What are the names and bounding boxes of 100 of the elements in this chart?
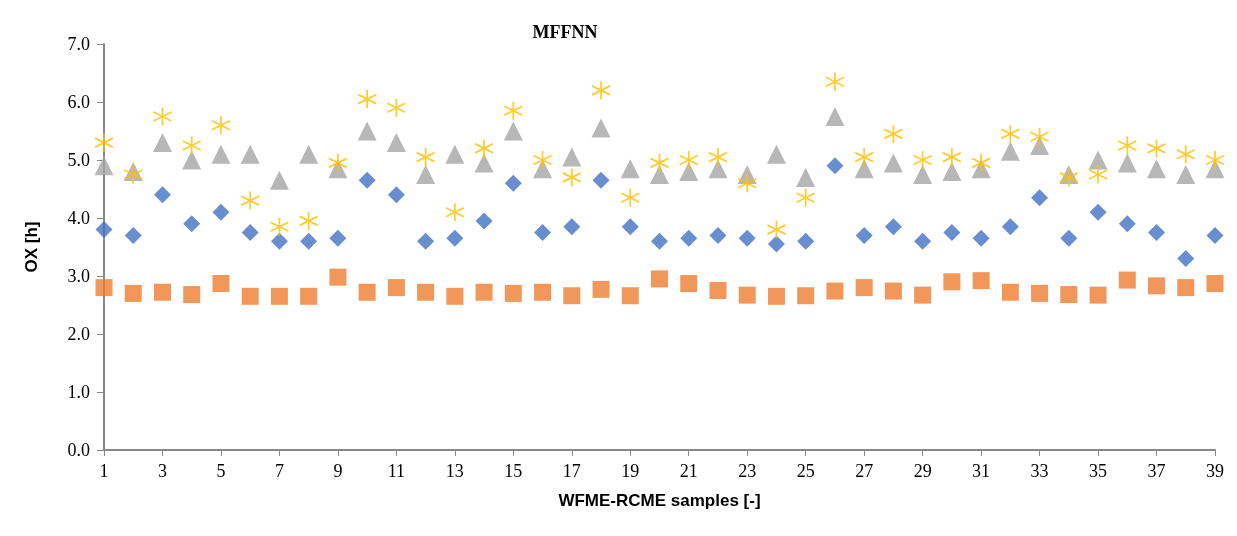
- x-tick-label: 37: [1147, 461, 1166, 481]
- point: [1146, 138, 1167, 159]
- point: [709, 282, 727, 299]
- point: [621, 218, 639, 236]
- y-tick-label: 0.0: [67, 440, 90, 460]
- x-tick-label: 35: [1089, 461, 1108, 481]
- point: [737, 173, 758, 194]
- point: [943, 224, 961, 241]
- point: [883, 124, 904, 144]
- point: [678, 150, 699, 170]
- point: [446, 287, 464, 305]
- point: [94, 156, 114, 176]
- x-tick-label: 29: [913, 461, 932, 481]
- point: [1060, 286, 1078, 304]
- point: [474, 153, 494, 173]
- point: [1118, 215, 1136, 233]
- point: [269, 216, 290, 237]
- point: [971, 153, 992, 173]
- point: [387, 186, 405, 204]
- point: [1089, 286, 1107, 304]
- point: [124, 284, 142, 302]
- x-tick-label: 17: [562, 461, 581, 481]
- point: [182, 150, 202, 170]
- point: [914, 232, 932, 250]
- point: [533, 159, 553, 179]
- point: [95, 279, 113, 297]
- point: [1205, 150, 1225, 170]
- point: [357, 121, 377, 141]
- point: [563, 287, 581, 305]
- point: [1060, 229, 1078, 247]
- y-tick-label: 6.0: [67, 92, 90, 112]
- point: [767, 287, 785, 305]
- point: [680, 275, 698, 293]
- point: [504, 174, 522, 192]
- point: [241, 224, 259, 241]
- point: [1148, 277, 1166, 295]
- point: [1089, 203, 1107, 221]
- chart-title: MFFNN: [532, 22, 598, 42]
- point: [1117, 153, 1137, 173]
- point: [299, 144, 319, 164]
- point: [883, 153, 903, 173]
- point: [327, 153, 348, 173]
- point: [797, 287, 815, 305]
- x-tick-label: 15: [504, 461, 523, 481]
- point: [1177, 279, 1195, 297]
- point: [1176, 165, 1196, 184]
- x-tick-label: 27: [855, 461, 874, 481]
- point: [181, 135, 202, 156]
- point: [534, 224, 552, 241]
- x-tick-label: 1: [99, 461, 109, 481]
- point: [1000, 124, 1021, 144]
- x-tick-label: 39: [1206, 461, 1224, 481]
- point: [854, 147, 875, 167]
- point: [884, 218, 902, 236]
- point: [534, 283, 552, 301]
- point: [504, 284, 522, 302]
- point: [503, 121, 523, 141]
- point: [651, 232, 668, 250]
- point: [183, 215, 201, 233]
- point: [1031, 284, 1049, 302]
- x-tick-label: 25: [796, 461, 815, 481]
- point: [475, 212, 493, 230]
- point: [1175, 144, 1196, 165]
- y-tick-label: 1.0: [67, 382, 90, 402]
- point: [1206, 275, 1224, 293]
- y-tick-label: 2.0: [67, 324, 90, 344]
- point: [358, 171, 376, 189]
- y-tick-label: 7.0: [67, 34, 90, 54]
- y-tick-label: 5.0: [67, 150, 90, 170]
- point: [563, 218, 581, 236]
- point: [416, 165, 436, 184]
- x-tick-label: 21: [679, 461, 698, 481]
- point: [387, 279, 405, 297]
- point: [445, 144, 465, 164]
- point: [591, 80, 611, 101]
- point: [1001, 218, 1019, 236]
- x-tick-label: 5: [216, 461, 226, 481]
- point: [972, 229, 990, 247]
- point: [651, 270, 668, 288]
- point: [1029, 126, 1050, 147]
- x-tick-label: 13: [445, 461, 464, 481]
- point: [592, 171, 610, 189]
- point: [1148, 224, 1166, 241]
- point: [649, 153, 670, 173]
- point: [708, 147, 728, 167]
- point: [592, 280, 610, 298]
- point: [825, 107, 845, 126]
- point: [270, 287, 288, 305]
- point: [738, 286, 756, 304]
- point: [153, 186, 171, 204]
- point: [300, 232, 318, 250]
- point: [415, 147, 436, 167]
- point: [1206, 226, 1224, 244]
- point: [709, 226, 727, 244]
- point: [1088, 164, 1108, 185]
- point: [826, 157, 844, 175]
- point: [240, 190, 261, 211]
- point: [474, 138, 494, 159]
- point: [621, 287, 639, 305]
- point: [532, 150, 553, 170]
